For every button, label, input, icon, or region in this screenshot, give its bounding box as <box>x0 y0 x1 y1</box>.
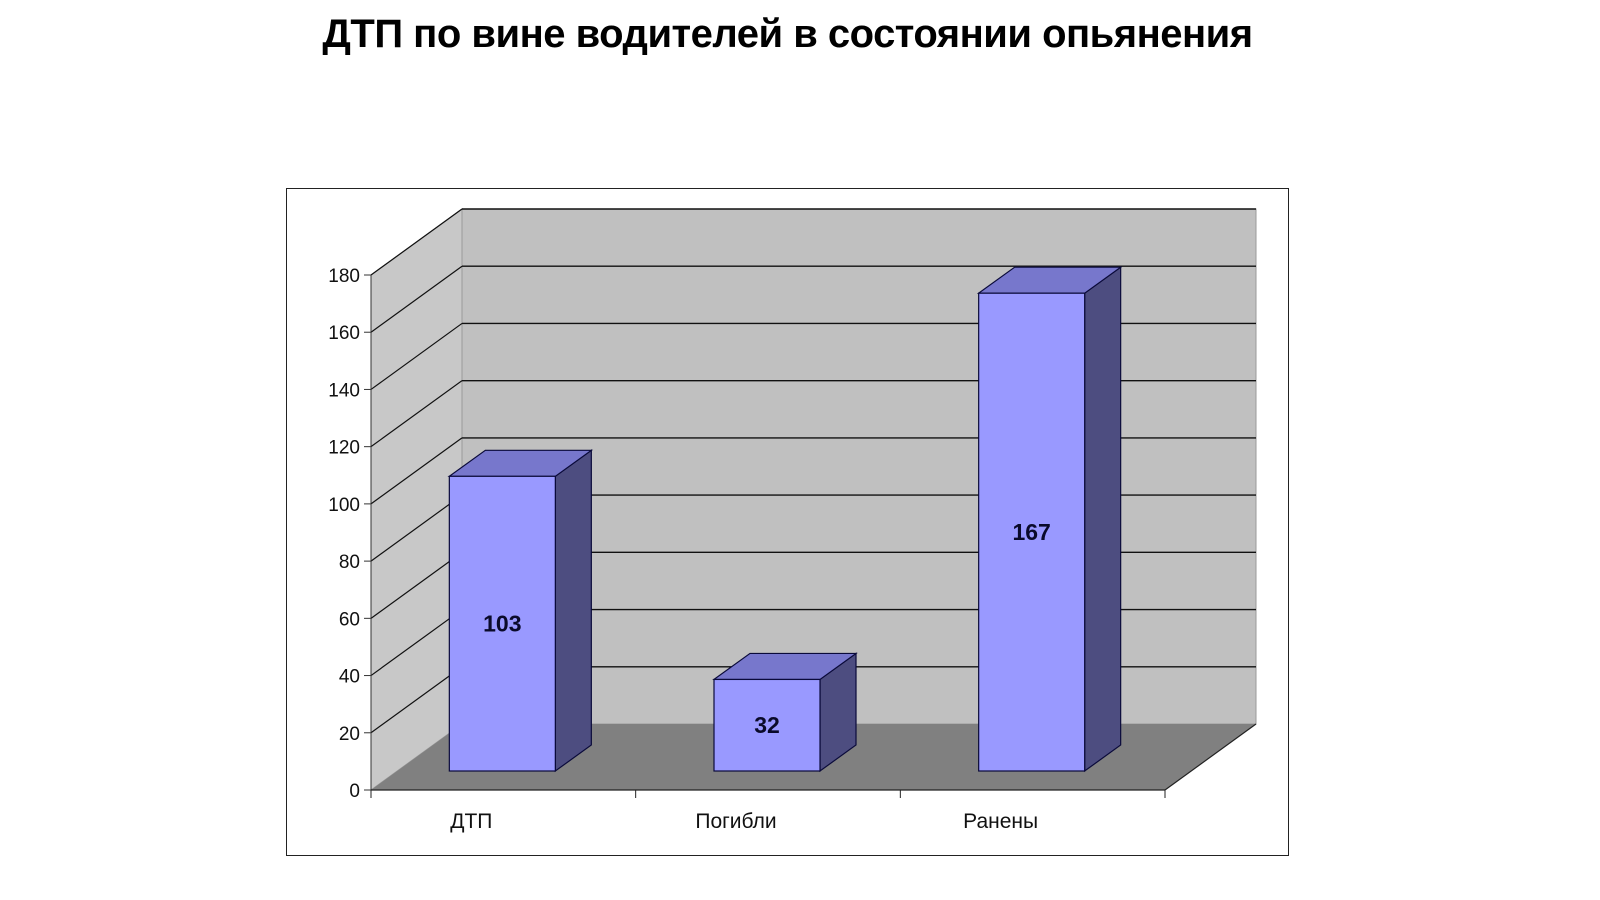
bar-value-label: 167 <box>1012 519 1050 545</box>
bar-0: 103 <box>447 449 594 773</box>
gridline <box>370 437 463 505</box>
gridline <box>370 265 463 333</box>
side-wall <box>370 208 463 791</box>
y-tick-label: 180 <box>328 266 360 287</box>
gridline <box>370 494 463 562</box>
bar-value-label: 103 <box>483 611 521 637</box>
gridline <box>370 322 463 390</box>
y-tick-label: 80 <box>339 552 360 573</box>
bar-1: 32 <box>712 652 858 773</box>
y-tick-label: 160 <box>328 323 360 344</box>
y-tick-label: 140 <box>328 380 360 401</box>
gridline <box>370 609 463 677</box>
x-category-label: Ранены <box>963 810 1038 833</box>
y-tick-label: 20 <box>339 724 360 745</box>
x-category-label: ДТП <box>450 810 492 833</box>
y-tick-label: 120 <box>328 438 360 459</box>
gridline <box>370 380 463 448</box>
bar-value-label: 32 <box>754 712 780 738</box>
gridline <box>370 666 463 734</box>
x-category-label: Погибли <box>695 810 776 833</box>
y-tick-label: 40 <box>339 667 360 688</box>
page-title: ДТП по вине водителей в состоянии опьяне… <box>322 12 1253 56</box>
gridline <box>370 208 463 276</box>
bar-2: 167 <box>976 266 1123 773</box>
y-tick-label: 100 <box>328 495 360 516</box>
gridline <box>370 551 463 619</box>
y-tick-label: 0 <box>349 781 360 802</box>
y-tick-label: 60 <box>339 609 360 630</box>
